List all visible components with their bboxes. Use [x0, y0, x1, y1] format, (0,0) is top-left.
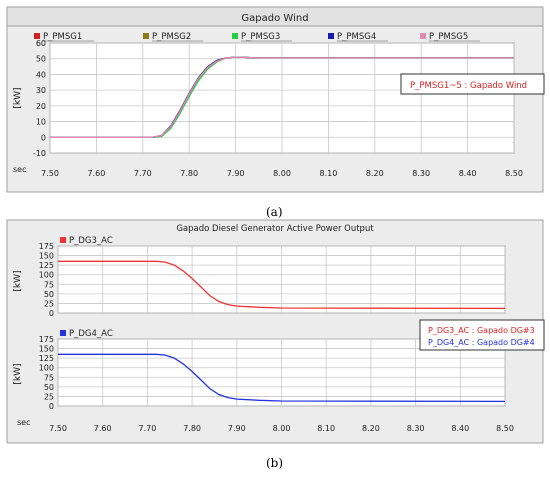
- legend-label-p-pmsg3: P_PMSG3: [241, 32, 280, 42]
- chart-b-lower-y-tick-label: 0: [49, 402, 54, 411]
- chart-b-x-tick-label: 8.20: [362, 424, 380, 433]
- chart-a-x-tick-label: 7.90: [227, 169, 245, 178]
- chart-b-lower-y-tick-label: 150: [39, 345, 54, 354]
- chart-b-lower-series-line-p-dg4-ac: [58, 353, 506, 403]
- chart-b-lower-y-tick-label: 50: [44, 383, 54, 392]
- caption-a: (a): [266, 205, 283, 219]
- chart-b-upper-y-axis-label: [kW]: [13, 270, 23, 291]
- chart-b-upper-y-tick-label: 0: [49, 309, 54, 318]
- chart-b-x-tick-label: 8.30: [407, 424, 425, 433]
- chart-a-x-tick-label: 8.20: [366, 169, 384, 178]
- chart-a-title: Gapado Wind: [241, 13, 308, 24]
- chart-a-y-tick-label: 40: [36, 70, 46, 79]
- chart-a-y-tick-label: -10: [33, 149, 46, 158]
- chart-b-x-tick-label: 8.00: [273, 424, 291, 433]
- chart-b-annotation-box: [419, 319, 545, 351]
- caption-b: (b): [266, 456, 284, 470]
- chart-b-upper-y-tick-label: 125: [39, 261, 54, 270]
- chart-b-x-tick-label: 7.60: [94, 424, 112, 433]
- chart-b-title: Gapado Diesel Generator Active Power Out…: [176, 224, 374, 234]
- chart-a-y-tick-label: 50: [36, 55, 46, 64]
- legend-swatch-p-pmsg3: [232, 33, 238, 39]
- chart-a-x-tick-label: 7.50: [41, 169, 59, 178]
- chart-a-y-axis-label: [kW]: [13, 87, 23, 108]
- legend-label-p-dg4-ac: P_DG4_AC: [69, 329, 113, 339]
- legend-swatch-p-pmsg1: [34, 33, 40, 39]
- chart-b-x-axis-label: sec: [17, 418, 31, 427]
- chart-a-y-tick-label: 0: [41, 133, 46, 142]
- chart-b-annotation-dg4: P_DG4_AC : Gapado DG#4: [428, 338, 535, 347]
- chart-b-x-tick-label: 8.50: [496, 424, 514, 433]
- legend-swatch-p-pmsg5: [420, 33, 426, 39]
- legend-label-p-pmsg2: P_PMSG2: [152, 32, 191, 42]
- chart-a-x-tick-label: 7.60: [87, 169, 105, 178]
- legend-swatch-p-pmsg4: [328, 33, 334, 39]
- chart-b-upper-series-line-p-dg3-ac: [58, 260, 506, 310]
- legend-label-p-pmsg4: P_PMSG4: [337, 32, 376, 42]
- legend-swatch-p-dg4-ac: [60, 330, 66, 336]
- chart-b-lower-y-tick-label: 175: [39, 335, 54, 344]
- chart-b-lower-y-tick-label: 125: [39, 354, 54, 363]
- chart-b-upper-y-tick-label: 50: [44, 290, 54, 299]
- chart-a-y-tick-label: 60: [36, 39, 46, 48]
- chart-a-x-axis-label: sec: [13, 165, 27, 174]
- legend-label-p-pmsg1: P_PMSG1: [43, 32, 82, 42]
- legend-swatch-p-pmsg2: [143, 33, 149, 39]
- chart-b-x-tick-label: 8.40: [451, 424, 469, 433]
- chart-a-x-tick-label: 8.00: [273, 169, 291, 178]
- chart-b-lower-y-axis-label: [kW]: [13, 363, 23, 384]
- legend-label-p-pmsg5: P_PMSG5: [429, 32, 468, 42]
- chart-a-x-tick-label: 8.50: [505, 169, 523, 178]
- chart-b-x-tick-label: 7.80: [183, 424, 201, 433]
- chart-b-upper-y-tick-label: 175: [39, 242, 54, 251]
- chart-a-x-tick-label: 8.10: [319, 169, 337, 178]
- chart-b-lower-y-tick-label: 25: [44, 392, 54, 401]
- chart-b-x-tick-label: 7.70: [138, 424, 156, 433]
- chart-a-annotation-text: P_PMSG1~5 : Gapado Wind: [410, 81, 527, 91]
- chart-a-y-tick-label: 20: [36, 102, 46, 111]
- chart-a-title-bar: [6, 6, 544, 27]
- legend-swatch-p-dg3-ac: [60, 237, 66, 243]
- chart-b-annotation-dg3: P_DG3_AC : Gapado DG#3: [428, 326, 535, 335]
- chart-b-upper-y-tick-label: 100: [39, 271, 54, 280]
- chart-a-x-tick-label: 8.30: [412, 169, 430, 178]
- chart-a-x-tick-label: 7.80: [180, 169, 198, 178]
- chart-a-annotation-box: [400, 73, 545, 95]
- chart-a-y-tick-label: 10: [36, 118, 46, 127]
- chart-b-x-tick-label: 7.90: [228, 424, 246, 433]
- chart-b-x-tick-label: 8.10: [317, 424, 335, 433]
- chart-a-series-line-p-pmsg5: [50, 56, 514, 138]
- legend-label-p-dg3-ac: P_DG3_AC: [69, 236, 113, 246]
- chart-a-y-tick-label: 30: [36, 86, 46, 95]
- chart-b-upper-y-tick-label: 25: [44, 299, 54, 308]
- chart-a-x-tick-label: 7.70: [134, 169, 152, 178]
- chart-b-x-tick-label: 7.50: [49, 424, 67, 433]
- chart-b-upper-y-tick-label: 75: [44, 280, 54, 289]
- chart-b-lower-y-tick-label: 100: [39, 364, 54, 373]
- chart-b-lower-y-tick-label: 75: [44, 373, 54, 382]
- chart-a-x-tick-label: 8.40: [459, 169, 477, 178]
- chart-b-upper-y-tick-label: 150: [39, 252, 54, 261]
